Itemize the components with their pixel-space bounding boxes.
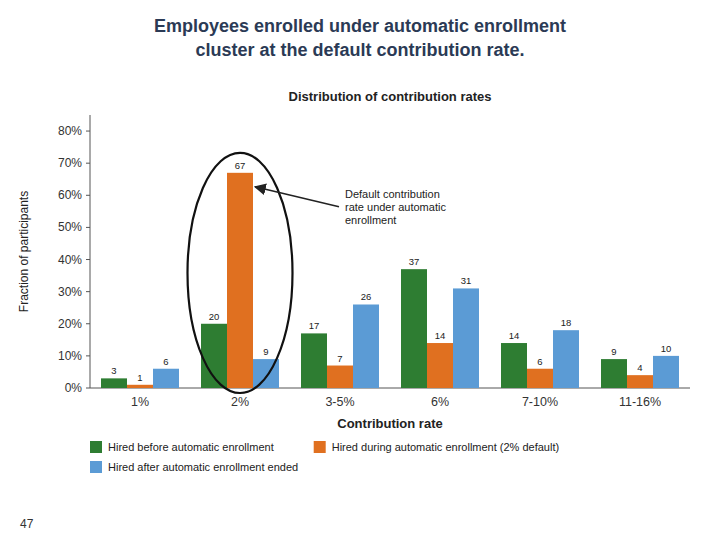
y-tick — [86, 227, 90, 228]
data-label: 6 — [537, 356, 542, 367]
legend-label: Hired after automatic enrollment ended — [108, 461, 298, 473]
y-tick — [86, 163, 90, 164]
y-tick — [86, 323, 90, 324]
data-label: 6 — [163, 356, 168, 367]
y-tick-label: 0% — [65, 381, 83, 395]
data-label: 9 — [611, 346, 616, 357]
bar — [627, 375, 653, 388]
annotation-group: Default contributionrate under automatic… — [188, 153, 447, 393]
bar — [127, 385, 153, 388]
y-axis-line — [90, 115, 91, 388]
annotation-line: enrollment — [345, 214, 396, 226]
y-tick — [86, 355, 90, 356]
highlight-ellipse — [188, 153, 293, 393]
data-label: 14 — [509, 330, 520, 341]
data-label: 7 — [337, 353, 342, 364]
data-label: 10 — [661, 343, 672, 354]
bar — [353, 304, 379, 388]
y-tick — [86, 259, 90, 260]
x-tick-label: 6% — [431, 395, 449, 409]
bar — [101, 378, 127, 388]
data-label: 18 — [561, 317, 572, 328]
data-label: 14 — [435, 330, 446, 341]
y-tick-label: 50% — [58, 220, 82, 234]
y-tick — [86, 291, 90, 292]
y-tick — [86, 195, 90, 196]
bar — [153, 369, 179, 388]
bar — [527, 369, 553, 388]
bar — [453, 288, 479, 388]
legend-item: Hired before automatic enrollment — [90, 441, 274, 453]
bar — [327, 366, 353, 388]
bar — [401, 269, 427, 388]
data-label: 26 — [361, 291, 372, 302]
data-label: 9 — [263, 346, 268, 357]
data-label: 67 — [235, 160, 246, 171]
subtitle: Distribution of contribution rates — [289, 89, 492, 104]
chart-svg: Employees enrolled under automatic enrol… — [0, 0, 720, 540]
title: cluster at the default contribution rate… — [195, 40, 524, 60]
legend-swatch — [90, 441, 102, 453]
data-label: 31 — [461, 275, 472, 286]
bar — [501, 343, 527, 388]
bar — [427, 343, 453, 388]
annotation-line: rate under automatic — [345, 201, 446, 213]
annotation-line: Default contribution — [345, 188, 440, 200]
y-tick-label: 60% — [58, 188, 82, 202]
chart-container: Employees enrolled under automatic enrol… — [0, 0, 720, 540]
legend-item: Hired during automatic enrollment (2% de… — [314, 441, 559, 453]
data-label: 20 — [209, 311, 220, 322]
y-tick-label: 80% — [58, 124, 82, 138]
x-tick-label: 3-5% — [325, 395, 354, 409]
y-tick-label: 70% — [58, 156, 82, 170]
data-label: 3 — [111, 365, 116, 376]
annotation-arrow — [255, 187, 339, 207]
y-tick-label: 20% — [58, 317, 82, 331]
x-axis-label: Contribution rate — [337, 416, 442, 431]
y-tick — [86, 131, 90, 132]
y-tick-label: 30% — [58, 285, 82, 299]
y-tick-label: 40% — [58, 253, 82, 267]
x-tick-label: 11-16% — [619, 395, 661, 409]
bar — [653, 356, 679, 388]
data-label: 4 — [637, 362, 642, 373]
legend-swatch — [90, 461, 102, 473]
data-label: 37 — [409, 256, 420, 267]
x-tick-label: 7-10% — [522, 395, 558, 409]
legend: Hired before automatic enrollment Hired d… — [90, 441, 559, 473]
legend-label: Hired during automatic enrollment (2% de… — [332, 441, 559, 453]
data-label: 1 — [137, 372, 142, 383]
data-label: 17 — [309, 320, 320, 331]
y-tick — [86, 388, 90, 389]
slide-number: 47 — [20, 517, 34, 531]
bar — [601, 359, 627, 388]
y-tick-label: 10% — [58, 349, 82, 363]
legend-swatch — [314, 441, 326, 453]
title: Employees enrolled under automatic enrol… — [154, 16, 566, 36]
axes: 0% 10% 20% 30% 40% 50% 60% 70% 80% 1% 2% 3-5% 6% 7-10… — [58, 115, 690, 409]
bar — [227, 173, 253, 388]
legend-item: Hired after automatic enrollment ended — [90, 461, 298, 473]
data-labels: 3 20 17 37 14 9 1 67 7 14 6 4 6 9 26 31 18 10 — [111, 160, 671, 383]
x-tick-label: 1% — [131, 395, 149, 409]
x-tick-label: 2% — [231, 395, 249, 409]
annotation: Default contributionrate under automatic… — [345, 188, 446, 226]
legend-label: Hired before automatic enrollment — [108, 441, 274, 453]
bar — [301, 333, 327, 388]
bar — [553, 330, 579, 388]
x-axis-line — [90, 388, 690, 389]
y-axis-label: Fraction of participants — [17, 191, 31, 312]
